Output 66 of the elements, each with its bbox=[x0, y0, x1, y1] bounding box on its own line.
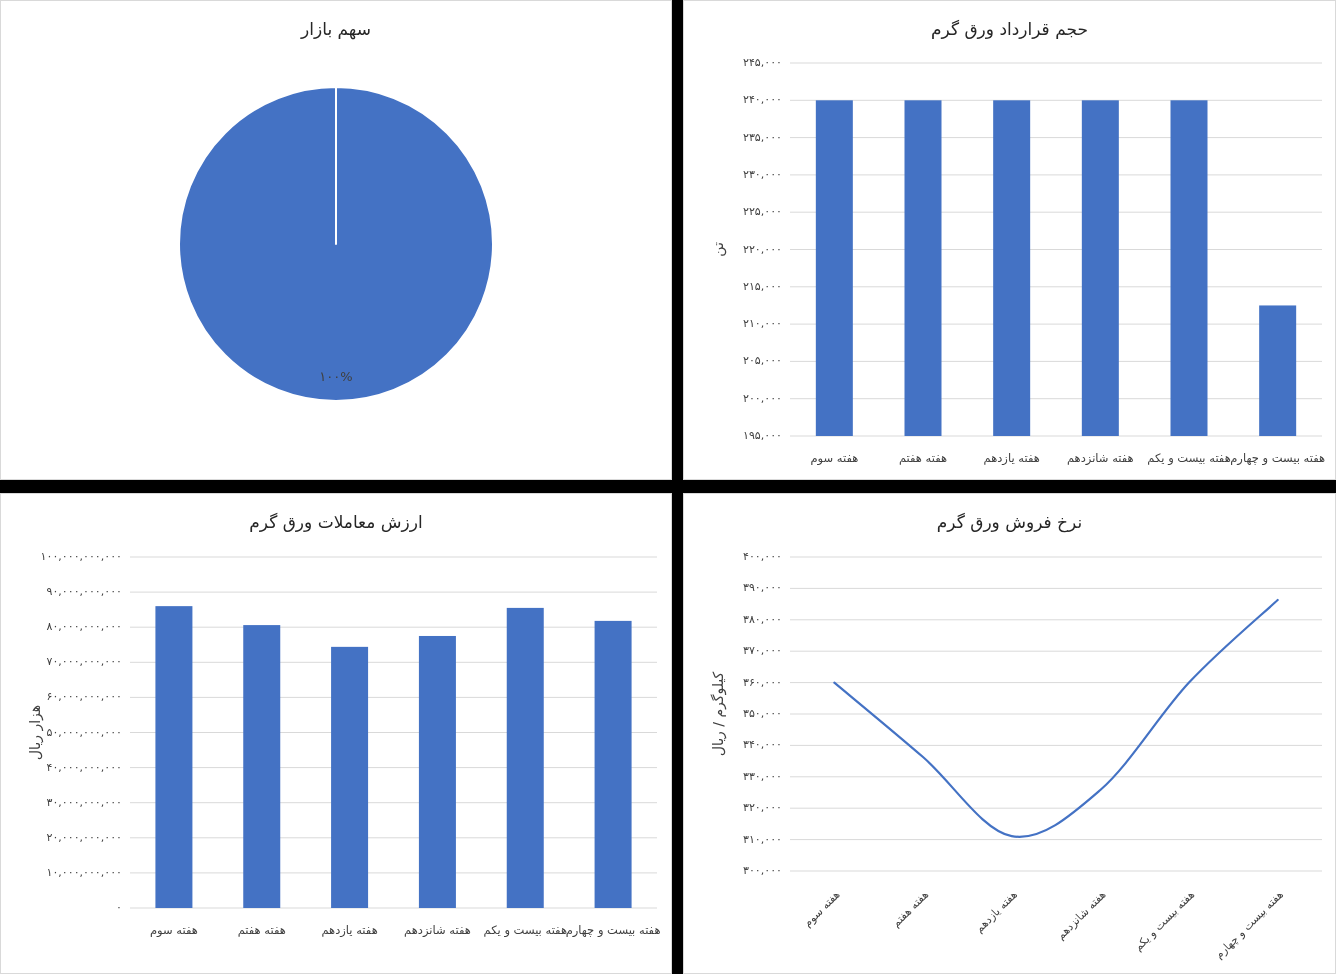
chart-title: نرخ فروش ورق گرم bbox=[936, 512, 1083, 533]
y-tick-label: ۶۰,۰۰۰,۰۰۰,۰۰۰ bbox=[46, 690, 122, 704]
x-tick-label: هفته شانزدهم bbox=[1054, 887, 1109, 943]
x-tick-label: هفته بیست و چهارم bbox=[1212, 887, 1287, 962]
y-tick-label: ۲۱۵,۰۰۰ bbox=[743, 279, 782, 293]
x-tick-label: هفته هفتم bbox=[889, 887, 932, 930]
y-axis-title: تن bbox=[710, 242, 727, 257]
y-tick-label: ۲۳۰,۰۰۰ bbox=[743, 167, 782, 181]
y-tick-label: ۲۰۰,۰۰۰ bbox=[743, 391, 782, 405]
bar bbox=[418, 635, 456, 908]
y-tick-label: ۹۰,۰۰۰,۰۰۰,۰۰۰ bbox=[46, 585, 122, 599]
x-tick-label: هفته شانزدهم bbox=[1066, 450, 1134, 466]
y-tick-label: ۳۶۰,۰۰۰ bbox=[743, 675, 782, 689]
y-tick-label: ۳۵۰,۰۰۰ bbox=[743, 707, 782, 720]
y-tick-label: ۳۰۰,۰۰۰ bbox=[743, 864, 782, 877]
y-tick-label: ۳۲۰,۰۰۰ bbox=[743, 801, 782, 815]
x-tick-label: هفته هفتم bbox=[237, 922, 286, 937]
y-tick-label: ۱۹۵,۰۰۰ bbox=[743, 429, 782, 442]
bar bbox=[155, 606, 193, 908]
y-tick-label: ۴۰,۰۰۰,۰۰۰,۰۰۰ bbox=[46, 760, 122, 774]
y-tick-label: ۲۳۵,۰۰۰ bbox=[743, 130, 782, 144]
y-tick-label: ۷۰,۰۰۰,۰۰۰,۰۰۰ bbox=[46, 655, 122, 669]
y-tick-label: ۲۲۵,۰۰۰ bbox=[743, 205, 782, 219]
y-tick-label: ۲۱۰,۰۰۰ bbox=[743, 317, 782, 331]
y-tick-label: ۱۰۰,۰۰۰,۰۰۰,۰۰۰ bbox=[40, 550, 122, 563]
bar bbox=[331, 646, 369, 908]
y-tick-label: ۱۰,۰۰۰,۰۰۰,۰۰۰ bbox=[46, 865, 122, 879]
y-tick-label: ۳۷۰,۰۰۰ bbox=[743, 644, 782, 658]
line-series bbox=[833, 598, 1279, 838]
y-tick-label: ۵۰,۰۰۰,۰۰۰,۰۰۰ bbox=[46, 725, 122, 739]
y-tick-label: ۳۴۰,۰۰۰ bbox=[743, 738, 782, 752]
y-tick-label: ۳۰,۰۰۰,۰۰۰,۰۰۰ bbox=[46, 795, 122, 809]
chart-title: سهم بازار bbox=[300, 19, 371, 40]
y-tick-label: ۸۰,۰۰۰,۰۰۰,۰۰۰ bbox=[46, 620, 122, 634]
x-tick-label: هفته یازدهم bbox=[972, 887, 1021, 936]
x-tick-label: هفته سوم bbox=[801, 887, 843, 930]
x-tick-label: هفته بیست و یکم bbox=[1147, 450, 1231, 466]
x-tick-label: هفته شانزدهم bbox=[404, 922, 471, 938]
y-tick-label: ۲۰,۰۰۰,۰۰۰,۰۰۰ bbox=[46, 830, 122, 844]
x-tick-label: هفته هفتم bbox=[898, 450, 948, 465]
y-tick-label: ۳۸۰,۰۰۰ bbox=[743, 612, 782, 626]
x-tick-label: هفته بیست و یکم bbox=[1131, 887, 1198, 954]
bar bbox=[506, 607, 544, 908]
x-tick-label: هفته سوم bbox=[149, 922, 198, 938]
y-tick-label: ۲۰۵,۰۰۰ bbox=[743, 354, 782, 368]
chart-title: ارزش معاملات ورق گرم bbox=[249, 512, 423, 532]
x-tick-label: هفته یازدهم bbox=[321, 922, 378, 938]
y-tick-label: ۳۱۰,۰۰۰ bbox=[743, 832, 782, 846]
y-tick-label: ۲۴۰,۰۰۰ bbox=[743, 93, 782, 107]
y-tick-label: ۳۳۰,۰۰۰ bbox=[743, 769, 782, 783]
y-tick-label: ۳۹۰,۰۰۰ bbox=[743, 581, 782, 595]
y-axis-title: هزار ریال bbox=[27, 704, 44, 761]
x-tick-label: هفته سوم bbox=[810, 450, 859, 466]
x-tick-label: هفته یازدهم bbox=[983, 450, 1040, 466]
y-tick-label: ۲۴۵,۰۰۰ bbox=[743, 56, 782, 69]
x-tick-label: هفته بیست و چهارم bbox=[565, 922, 661, 938]
y-tick-label: ۰ bbox=[116, 901, 122, 914]
chart-title: حجم قرارداد ورق گرم bbox=[931, 19, 1088, 40]
y-tick-label: ۴۰۰,۰۰۰ bbox=[743, 550, 782, 563]
x-tick-label: هفته بیست و یکم bbox=[483, 922, 567, 938]
x-tick-label: هفته بیست و چهارم bbox=[1230, 450, 1326, 466]
bar bbox=[594, 620, 632, 908]
bar bbox=[243, 625, 281, 908]
data-label: ۱۰۰% bbox=[319, 368, 353, 384]
y-tick-label: ۲۲۰,۰۰۰ bbox=[743, 242, 782, 256]
y-axis-title: کیلوگرم / ریال bbox=[710, 671, 727, 757]
